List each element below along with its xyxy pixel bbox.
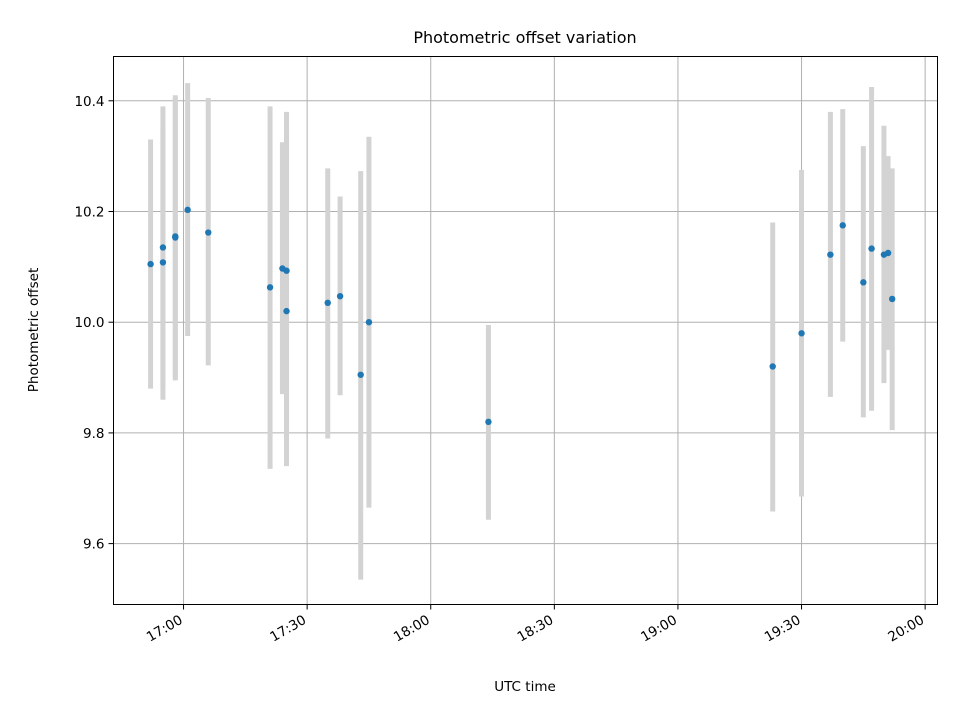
data-point — [888, 295, 896, 303]
chart-title: Photometric offset variation — [413, 28, 636, 47]
data-point — [147, 260, 154, 268]
data-point — [172, 233, 179, 240]
y-tick-label: 10.2 — [74, 204, 104, 220]
x-tick-label: 19:00 — [638, 612, 680, 645]
data-point — [205, 229, 212, 236]
data-point — [860, 279, 867, 286]
data-point — [336, 292, 344, 300]
x-tick-label: 20:00 — [885, 612, 927, 645]
data-point — [798, 330, 805, 337]
data-point — [357, 371, 364, 378]
data-point — [184, 206, 191, 214]
y-tick-label: 10.0 — [74, 315, 104, 331]
x-tick-label: 18:00 — [391, 612, 433, 645]
plot-frame — [113, 56, 938, 605]
x-tick-label: 17:00 — [144, 612, 186, 645]
data-point — [266, 284, 274, 291]
data-point — [839, 222, 846, 229]
data-point — [485, 418, 492, 426]
data-point — [283, 307, 290, 315]
y-tick-label: 9.8 — [83, 426, 104, 442]
data-point — [884, 249, 892, 257]
data-points — [147, 206, 896, 426]
data-point — [769, 363, 776, 370]
x-axis-label: UTC time — [494, 679, 556, 695]
error-bars — [148, 83, 895, 580]
y-tick-label: 9.6 — [83, 537, 104, 553]
data-point — [365, 318, 373, 326]
data-point — [159, 259, 167, 266]
data-point — [324, 299, 331, 307]
data-point — [827, 251, 834, 258]
grid-lines — [113, 56, 938, 605]
data-point — [868, 245, 875, 252]
x-tick-label: 17:30 — [267, 612, 309, 645]
x-tick-label: 18:30 — [515, 612, 557, 645]
y-axis-label: Photometric offset — [26, 268, 42, 392]
x-tick-label: 19:30 — [762, 612, 804, 645]
data-point — [159, 244, 167, 251]
y-tick-label: 10.4 — [74, 94, 104, 110]
data-point — [283, 267, 290, 274]
